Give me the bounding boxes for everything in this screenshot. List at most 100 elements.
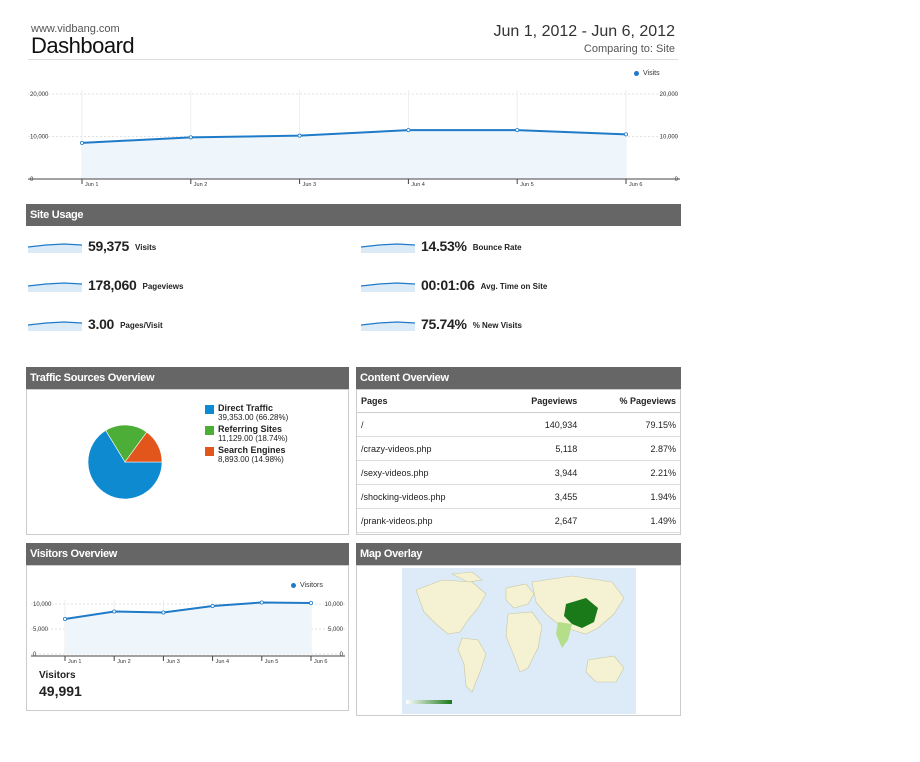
map-overlay-panel — [356, 565, 681, 716]
data-point[interactable] — [188, 135, 193, 140]
metric-value: 59,375 — [88, 238, 130, 254]
date-range[interactable]: Jun 1, 2012 - Jun 6, 2012 — [493, 23, 675, 40]
world-map[interactable] — [402, 568, 636, 714]
metric-value: 00:01:06 — [421, 277, 475, 293]
x-tick-label: Jun 2 — [117, 659, 130, 665]
visitors-overview-panel: Visitors 10,000 10,000 5,000 5,000 0 0 Jun 1 Ju… — [26, 565, 349, 711]
source-detail: 11,129.00 (18.74%) — [218, 434, 288, 443]
traffic-legend-item[interactable]: Direct Traffic 39,353.00 (66.28%) — [205, 404, 345, 422]
pie-slice[interactable] — [124, 431, 163, 463]
pct-cell: 1.94% — [581, 484, 680, 509]
metric-label: Visits — [135, 243, 157, 252]
pageviews-cell: 2,647 — [498, 508, 582, 533]
traffic-legend-item[interactable]: Search Engines 8,893.00 (14.98%) — [205, 446, 345, 464]
traffic-legend-item[interactable]: Referring Sites 11,129.00 (18.74%) — [205, 425, 345, 443]
metric-value: 178,060 — [88, 277, 137, 293]
x-tick-label: Jun 4 — [216, 659, 229, 665]
x-tick-label: Jun 3 — [166, 659, 179, 665]
comparison-label: Comparing to: Site — [583, 43, 675, 55]
x-tick-label: Jun 3 — [303, 182, 316, 188]
metric--new-visits[interactable]: 75.74% % New Visits — [361, 316, 522, 332]
traffic-pie-chart — [87, 424, 163, 500]
x-tick-label: Jun 4 — [411, 182, 424, 188]
page-link[interactable]: /shocking-videos.php — [357, 484, 499, 509]
source-name: Direct Traffic — [218, 403, 274, 413]
data-point[interactable] — [406, 128, 411, 133]
page-link[interactable]: /sexy-videos.php — [357, 460, 499, 485]
x-tick-label: Jun 5 — [520, 182, 533, 188]
table-row[interactable]: /crazy-videos.php 5,118 2.87% — [357, 436, 680, 461]
page-title: Dashboard — [31, 33, 135, 58]
y-tick-label-left: 10,000 — [33, 602, 52, 608]
traffic-legend: Direct Traffic 39,353.00 (66.28%) Referrin… — [205, 404, 345, 467]
table-row[interactable]: /sexy-videos.php 3,944 2.21% — [357, 460, 680, 485]
site-url: www.vidbang.com — [31, 23, 120, 35]
metric-value: 3.00 — [88, 316, 115, 332]
metric-label: Avg. Time on Site — [480, 282, 548, 291]
sparkline-icon — [28, 282, 82, 292]
y-tick-label-right: 5,000 — [328, 627, 344, 633]
page-link[interactable]: /crazy-videos.php — [357, 436, 499, 461]
source-detail: 39,353.00 (66.28%) — [218, 413, 289, 422]
y-tick-label-right: 0 — [340, 652, 344, 658]
metric-bounce-rate[interactable]: 14.53% Bounce Rate — [361, 238, 522, 254]
data-point[interactable] — [63, 616, 68, 621]
sparkline-icon — [361, 243, 415, 253]
data-point[interactable] — [297, 133, 302, 138]
x-tick-label: Jun 5 — [265, 659, 278, 665]
x-tick-label: Jun 6 — [629, 182, 642, 188]
page-link[interactable]: /prank-videos.php — [357, 508, 499, 533]
content-overview-header[interactable]: Content Overview — [356, 367, 681, 389]
col-pages: Pages — [357, 390, 499, 413]
series-line — [64, 601, 312, 620]
pie-slice[interactable] — [105, 424, 148, 463]
sparkline-icon — [28, 243, 82, 253]
metric-pages-visit[interactable]: 3.00 Pages/Visit — [28, 316, 163, 332]
data-point[interactable] — [80, 140, 85, 145]
visitors-overview-header[interactable]: Visitors Overview — [26, 543, 349, 565]
source-detail: 8,893.00 (14.98%) — [218, 455, 284, 464]
legend-swatch-icon — [205, 426, 214, 435]
data-point[interactable] — [308, 601, 313, 606]
y-tick-label-left: 0 — [33, 652, 37, 658]
table-row[interactable]: /140,934 79.15% — [357, 412, 680, 437]
legend-dot-icon — [634, 71, 639, 76]
metric-pageviews[interactable]: 178,060 Pageviews — [28, 277, 183, 293]
data-point[interactable] — [624, 132, 629, 137]
data-point[interactable] — [515, 128, 520, 133]
site-usage-header: Site Usage — [26, 204, 681, 226]
legend-swatch-icon — [205, 405, 214, 414]
visits-chart: 20,000 20,000 10,000 10,000 0 0 Jun 1 Jun 2 Jun … — [28, 90, 680, 188]
data-point[interactable] — [112, 609, 117, 614]
table-row[interactable]: /prank-videos.php 2,647 1.49% — [357, 508, 680, 533]
traffic-sources-panel: Direct Traffic 39,353.00 (66.28%) Referrin… — [26, 389, 349, 535]
traffic-sources-header[interactable]: Traffic Sources Overview — [26, 367, 349, 389]
metric-label: Pages/Visit — [120, 321, 163, 330]
data-point[interactable] — [161, 610, 166, 615]
legend-dot-icon — [291, 583, 296, 588]
page-link[interactable]: / — [357, 412, 499, 437]
col-pct-pageviews: % Pageviews — [581, 390, 680, 413]
pie-slice[interactable] — [87, 430, 163, 500]
data-point[interactable] — [259, 600, 264, 605]
col-pageviews: Pageviews — [498, 390, 582, 413]
legend-swatch-icon — [205, 447, 214, 456]
metric-avg-time-on-site[interactable]: 00:01:06 Avg. Time on Site — [361, 277, 547, 293]
data-point[interactable] — [210, 603, 215, 608]
visitors-label: Visitors — [39, 670, 76, 681]
series-area — [65, 602, 311, 654]
legend-label: Visits — [643, 70, 660, 77]
pct-cell: 2.21% — [581, 460, 680, 485]
pageviews-cell: 3,944 — [498, 460, 582, 485]
pct-cell: 2.87% — [581, 436, 680, 461]
visitors-value: 49,991 — [39, 683, 82, 699]
table-row[interactable]: /shocking-videos.php 3,455 1.94% — [357, 484, 680, 509]
legend-label: Visitors — [300, 582, 323, 589]
metric-value: 75.74% — [421, 316, 467, 332]
content-table: Pages Pageviews % Pageviews /140,934 79.1… — [357, 390, 680, 533]
pageviews-cell: 5,118 — [498, 436, 582, 461]
metric-label: % New Visits — [472, 321, 522, 330]
metric-visits[interactable]: 59,375 Visits — [28, 238, 156, 254]
map-overlay-header[interactable]: Map Overlay — [356, 543, 681, 565]
y-tick-label-right: 20,000 — [660, 92, 679, 98]
